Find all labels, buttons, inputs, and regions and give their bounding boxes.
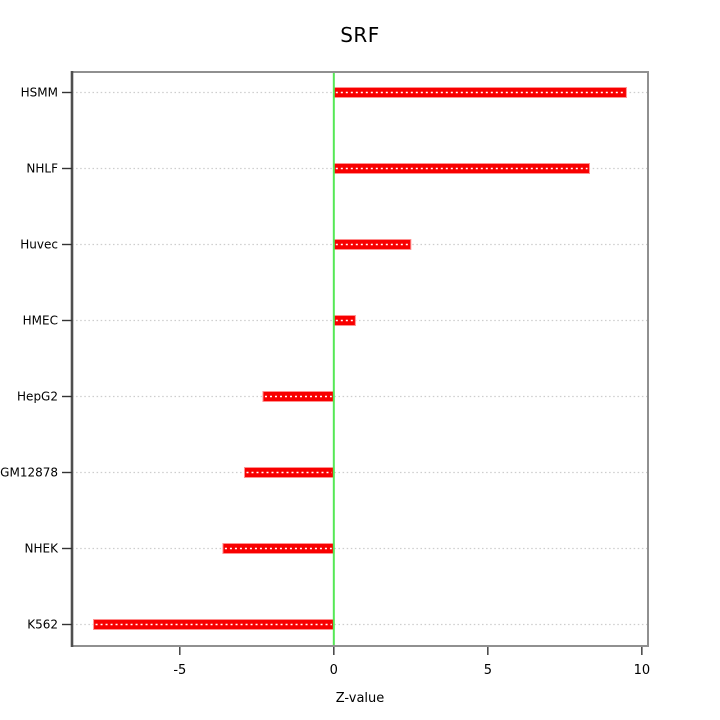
y-axis-label-gm12878: GM12878: [0, 466, 58, 480]
y-axis-label-hmec: HMEC: [23, 314, 58, 328]
chart-title: SRF: [340, 23, 380, 47]
x-tick-label--5: -5: [173, 663, 186, 678]
y-axis-label-hsmm: HSMM: [21, 86, 58, 100]
x-tick-label-10: 10: [634, 663, 651, 678]
x-axis-label: Z-value: [335, 691, 385, 706]
plot-box: [71, 71, 649, 647]
x-tick-label-5: 5: [484, 663, 492, 678]
x-tick-label-0: 0: [330, 663, 338, 678]
y-axis-label-nhek: NHEK: [25, 542, 60, 556]
y-axis-label-k562: K562: [27, 618, 58, 632]
bar-nhek: [222, 543, 335, 554]
bar-hepg2: [262, 391, 335, 402]
y-axis-label-huvec: Huvec: [20, 238, 58, 252]
bar-k562: [93, 619, 335, 630]
y-axis-label-nhlf: NHLF: [26, 162, 58, 176]
y-axis-label-hepg2: HepG2: [17, 390, 58, 404]
